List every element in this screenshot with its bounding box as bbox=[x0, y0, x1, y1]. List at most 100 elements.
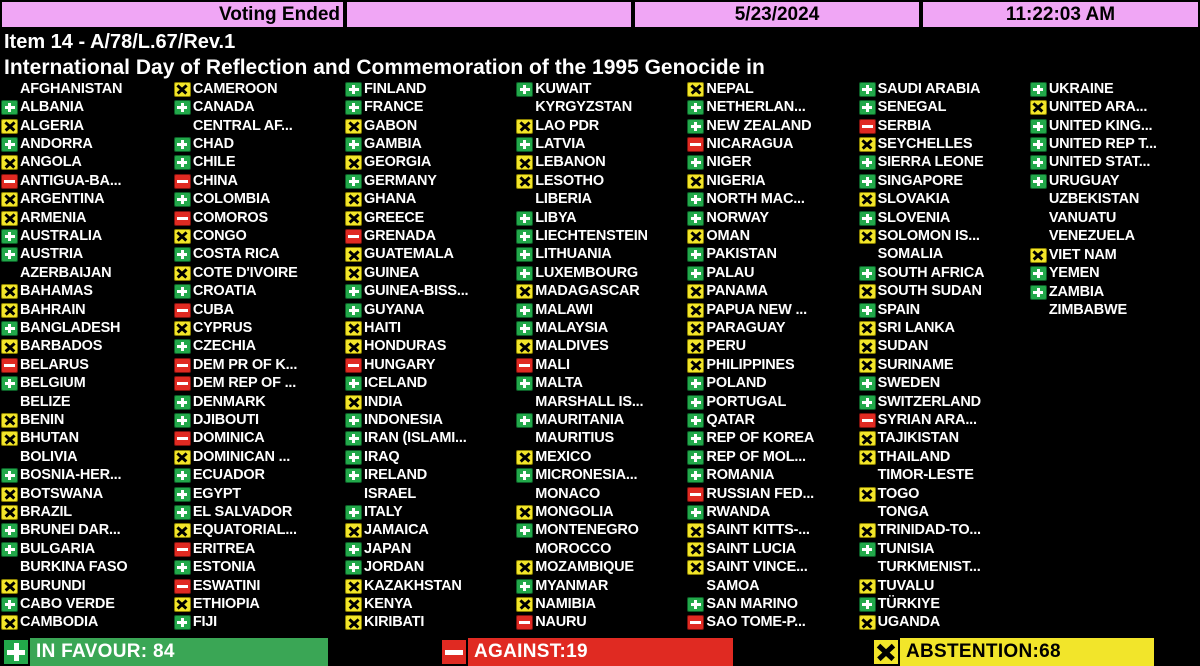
country-row: GERMANY bbox=[344, 172, 515, 190]
country-row: SENEGAL bbox=[858, 98, 1029, 116]
country-name: GRENADA bbox=[364, 227, 436, 244]
plus-icon bbox=[516, 136, 534, 152]
x-icon bbox=[1, 505, 18, 521]
country-name: TUVALU bbox=[877, 577, 935, 594]
country-row: AZERBAIJAN bbox=[0, 264, 173, 282]
country-name: HAITI bbox=[364, 319, 401, 336]
country-row: SAMOA bbox=[686, 577, 857, 595]
country-name: REP OF KOREA bbox=[706, 430, 815, 447]
country-name: SUDAN bbox=[877, 338, 929, 355]
country-row: SLOVENIA bbox=[858, 209, 1029, 227]
country-name: SAN MARINO bbox=[706, 596, 798, 613]
country-row: FINLAND bbox=[344, 80, 515, 98]
plus-icon bbox=[858, 81, 876, 97]
plus-icon bbox=[858, 376, 876, 392]
country-name: SAUDI ARABIA bbox=[877, 80, 981, 97]
country-name: LAO PDR bbox=[535, 117, 600, 134]
x-icon bbox=[173, 265, 191, 281]
country-name: NEPAL bbox=[706, 80, 754, 97]
plus-icon bbox=[687, 247, 705, 263]
country-row: SERBIA bbox=[858, 117, 1029, 135]
plus-icon bbox=[687, 505, 705, 521]
country-name: ECUADOR bbox=[192, 467, 265, 484]
country-name: PERU bbox=[706, 338, 746, 355]
country-row: MONGOLIA bbox=[515, 503, 686, 521]
country-name: BELARUS bbox=[20, 356, 89, 373]
country-name: POLAND bbox=[706, 375, 767, 392]
country-row: SAO TOME-P... bbox=[686, 614, 857, 632]
in-favour-label: IN FAVOUR: 84 bbox=[30, 638, 328, 666]
country-name: GUYANA bbox=[364, 301, 425, 318]
no-vote-icon bbox=[516, 100, 533, 115]
country-row: AUSTRALIA bbox=[0, 227, 173, 245]
country-name: KYRGYZSTAN bbox=[535, 99, 633, 116]
country-name: SAINT KITTS-... bbox=[706, 522, 810, 539]
country-row: ALGERIA bbox=[0, 117, 173, 135]
country-row: BANGLADESH bbox=[0, 319, 173, 337]
country-name: ETHIOPIA bbox=[192, 596, 260, 613]
plus-icon bbox=[687, 100, 705, 116]
country-name: GREECE bbox=[364, 209, 425, 226]
country-row: MONACO bbox=[515, 485, 686, 503]
country-row: KIRIBATI bbox=[344, 614, 515, 632]
country-name: MALAWI bbox=[535, 301, 593, 318]
country-row: BOLIVIA bbox=[0, 448, 173, 466]
country-name: LITHUANIA bbox=[535, 246, 612, 263]
country-name: NIGER bbox=[706, 154, 752, 171]
country-name: TRINIDAD-TO... bbox=[877, 522, 981, 539]
country-row: DOMINICAN ... bbox=[173, 448, 344, 466]
country-row: GRENADA bbox=[344, 227, 515, 245]
plus-icon bbox=[858, 394, 876, 410]
x-icon bbox=[345, 247, 363, 263]
country-row: NAURU bbox=[515, 614, 686, 632]
country-row: YEMEN bbox=[1029, 264, 1200, 282]
agenda-item-line: Item 14 - A/78/L.67/Rev.1 bbox=[4, 31, 236, 53]
x-icon bbox=[1, 155, 18, 171]
country-row: SOUTH SUDAN bbox=[858, 282, 1029, 300]
country-row: SUDAN bbox=[858, 338, 1029, 356]
country-row: SRI LANKA bbox=[858, 319, 1029, 337]
plus-icon bbox=[345, 81, 363, 97]
country-row: NORTH MAC... bbox=[686, 190, 857, 208]
no-vote-icon bbox=[1030, 303, 1047, 318]
country-row: MALTA bbox=[515, 375, 686, 393]
country-name: PAKISTAN bbox=[706, 246, 777, 263]
country-name: KAZAKHSTAN bbox=[364, 577, 462, 594]
country-name: VANUATU bbox=[1048, 209, 1117, 226]
country-column-6: SAUDI ARABIA SENEGAL SERBIA SEYCHELLES SIERR… bbox=[858, 80, 1029, 632]
x-icon bbox=[516, 505, 534, 521]
country-name: EGYPT bbox=[192, 485, 241, 502]
country-row: BRAZIL bbox=[0, 503, 173, 521]
minus-icon bbox=[687, 486, 705, 502]
country-row: GREECE bbox=[344, 209, 515, 227]
no-vote-icon bbox=[859, 560, 876, 575]
country-row: BELGIUM bbox=[0, 375, 173, 393]
country-row: COMOROS bbox=[173, 209, 344, 227]
plus-icon bbox=[173, 192, 191, 208]
header-blank-cell bbox=[345, 0, 633, 29]
country-name: GUINEA bbox=[364, 264, 420, 281]
country-row: BURKINA FASO bbox=[0, 559, 173, 577]
country-name: ESWATINI bbox=[192, 577, 261, 594]
country-row: NEPAL bbox=[686, 80, 857, 98]
country-name: SAMOA bbox=[706, 577, 760, 594]
country-name: MOZAMBIQUE bbox=[535, 559, 634, 576]
country-name: LATVIA bbox=[535, 135, 586, 152]
country-name: UNITED KING... bbox=[1048, 117, 1153, 134]
x-icon bbox=[858, 192, 876, 208]
country-row: BAHRAIN bbox=[0, 301, 173, 319]
no-vote-icon bbox=[859, 505, 876, 520]
minus-icon bbox=[858, 118, 876, 134]
plus-icon bbox=[858, 597, 876, 613]
country-row: GUATEMALA bbox=[344, 246, 515, 264]
country-name: AUSTRALIA bbox=[20, 227, 102, 244]
country-name: LUXEMBOURG bbox=[535, 264, 638, 281]
minus-icon bbox=[687, 615, 705, 631]
country-row: SOMALIA bbox=[858, 246, 1029, 264]
country-name: TURKMENIST... bbox=[877, 559, 981, 576]
country-name: DEM REP OF ... bbox=[192, 375, 297, 392]
tally-abstention: ABSTENTION:68 bbox=[872, 638, 1154, 666]
country-row: PALAU bbox=[686, 264, 857, 282]
country-name: MYANMAR bbox=[535, 577, 609, 594]
country-row: LIBYA bbox=[515, 209, 686, 227]
